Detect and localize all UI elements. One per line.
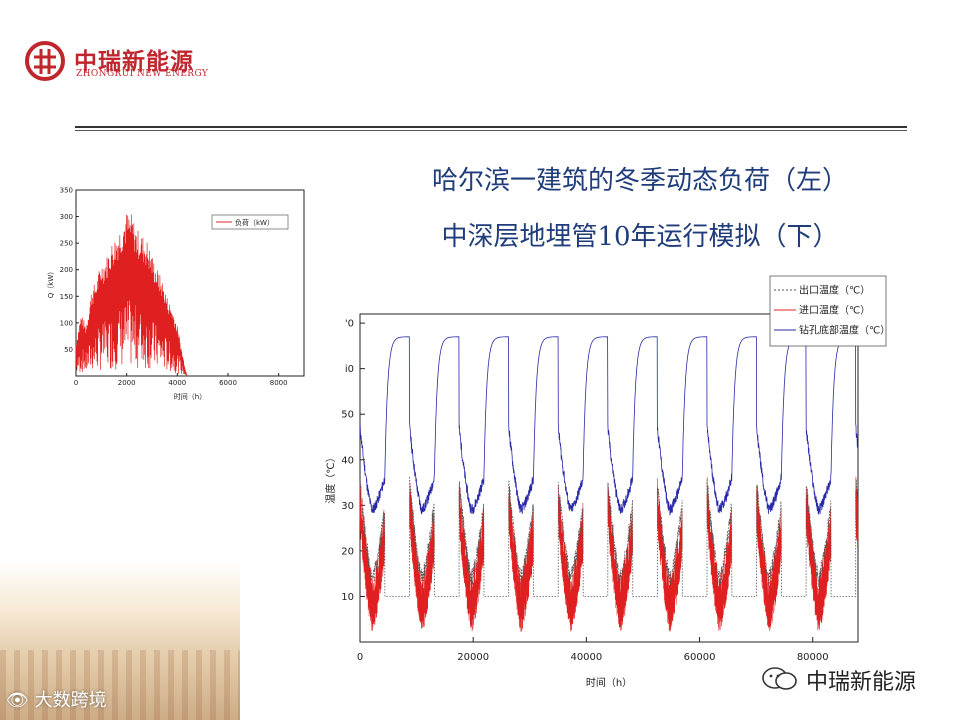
wechat-icon xyxy=(762,667,797,690)
y-tick-label: 50 xyxy=(64,346,73,354)
legend-label-inlet: 进口温度（℃） xyxy=(799,304,870,317)
x-tick-label: 4000 xyxy=(168,379,186,387)
x-tick-label: 8000 xyxy=(270,379,288,387)
y-axis-label: 温度（℃） xyxy=(324,452,337,503)
y-tick-label: 100 xyxy=(60,319,73,327)
x-tick-label: 0 xyxy=(357,652,363,663)
x-axis-label: 时间（h） xyxy=(174,392,206,401)
logo-name-en: ZHONGRUI NEW ENERGY xyxy=(76,69,209,79)
y-tick-label: 20 xyxy=(341,546,354,557)
y-tick-label: 30 xyxy=(341,501,354,512)
load-chart: 0 2000 4000 6000 8000 50 100 150 200 250 300 350 时间（… xyxy=(47,187,305,401)
x-tick-label: 2000 xyxy=(118,379,136,387)
watermark-right: 中瑞新能源 xyxy=(760,662,950,696)
legend-box xyxy=(211,214,289,230)
y-tick-label: 50 xyxy=(341,410,354,421)
x-tick-label: 80000 xyxy=(797,652,829,663)
legend-box xyxy=(769,275,887,347)
plot-frame xyxy=(359,313,859,643)
y-axis-label: Q（kW） xyxy=(47,268,55,299)
chart-legend: 负荷（kW） xyxy=(211,214,289,230)
watermark-left-text: 大数跨境 xyxy=(34,690,107,711)
outlet-temperature-line xyxy=(359,476,859,597)
y-tick-label: '0 xyxy=(345,319,354,330)
y-tick-label: 200 xyxy=(60,266,73,274)
slide-title-line1: 哈尔滨一建筑的冬季动态负荷（左） xyxy=(431,166,848,196)
watermark-right-text: 中瑞新能源 xyxy=(806,670,917,695)
watermark-left: 👁 大数跨境 xyxy=(6,686,107,712)
chart-legend: 出口温度（℃） 进口温度（℃） 钻孔底部温度（℃） xyxy=(769,275,890,347)
y-tick-label: i0 xyxy=(345,364,354,375)
inlet-temperature-line xyxy=(359,476,859,632)
plot-frame xyxy=(75,189,305,377)
y-tick-label: 250 xyxy=(60,240,73,248)
x-tick-label: 0 xyxy=(74,379,78,387)
logo-name-cn: 中瑞新能源 xyxy=(74,49,194,75)
x-tick-label: 60000 xyxy=(684,652,716,663)
x-tick-label: 20000 xyxy=(457,652,489,663)
company-logo: 中瑞新能源 ZHONGRUI NEW ENERGY xyxy=(24,40,234,84)
y-tick-label: 150 xyxy=(60,293,73,301)
header-divider-thin xyxy=(75,130,907,131)
y-tick-label: 10 xyxy=(341,592,354,603)
y-tick-label: 300 xyxy=(60,213,73,221)
legend-label-load: 负荷（kW） xyxy=(235,218,274,227)
x-tick-label: 40000 xyxy=(570,652,602,663)
temperature-chart: 0 20000 40000 60000 80000 10 20 30 40 50 i0 '0 时间（h）… xyxy=(324,275,890,689)
borehole-bottom-temperature-line xyxy=(359,336,859,516)
x-axis-label: 时间（h） xyxy=(586,676,632,689)
slide-title-line2: 中深层地埋管10年运行模拟（下） xyxy=(441,222,839,252)
legend-label-borehole: 钻孔底部温度（℃） xyxy=(799,324,890,337)
header-divider xyxy=(75,126,907,128)
y-tick-label: 350 xyxy=(60,187,73,195)
x-tick-label: 6000 xyxy=(219,379,237,387)
load-series-line xyxy=(75,214,188,376)
y-tick-label: 40 xyxy=(341,455,354,466)
legend-label-outlet: 出口温度（℃） xyxy=(799,284,870,297)
watermark-left-logo-icon: 👁 xyxy=(6,690,29,711)
background-photo xyxy=(0,560,240,720)
logo-mark-icon xyxy=(25,41,65,81)
